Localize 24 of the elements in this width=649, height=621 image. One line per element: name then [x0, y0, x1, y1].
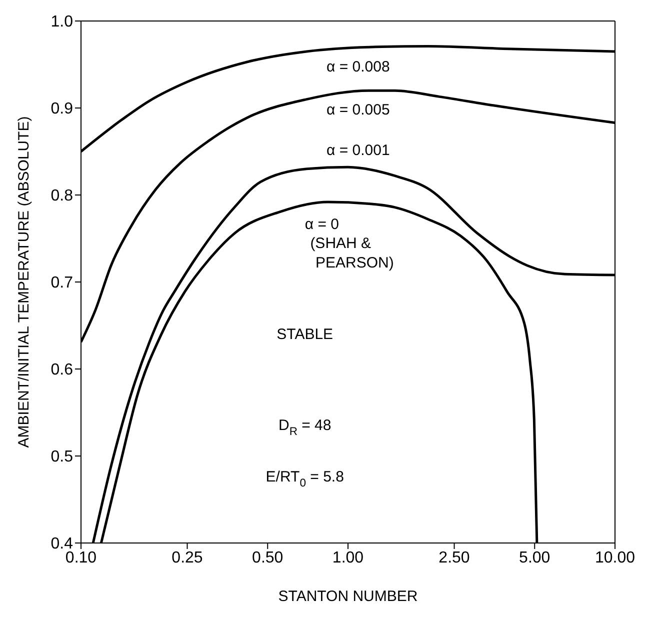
x-tick-label: 0.10 [65, 549, 97, 566]
annotation: PEARSON) [316, 254, 394, 272]
annotation: (SHAH & [310, 235, 372, 252]
annotation: α = 0.008 [326, 58, 390, 76]
y-tick-label: 1.0 [50, 14, 74, 31]
annotation: D$_{R}$ = 48 [278, 416, 332, 438]
annotation: α = 0.005 [326, 101, 390, 118]
annotation: α = 0.001 [326, 142, 390, 159]
x-tick-label: 10.00 [594, 549, 636, 566]
x-tick-label: 0.25 [172, 549, 203, 566]
x-tick-label: 0.50 [252, 549, 284, 566]
x-tick-label: 1.00 [332, 549, 364, 566]
x-tick-label: 2.50 [438, 549, 470, 566]
y-tick-label: 0.8 [50, 188, 74, 205]
y-tick-label: 0.5 [50, 448, 74, 466]
x-axis-title: STANTON NUMBER [278, 588, 418, 605]
x-tick-label: 5.00 [519, 549, 550, 566]
annotation: E/RT$_{0}$ = 5.8 [266, 468, 344, 490]
annotation: α = 0 [304, 216, 339, 233]
annotation: STABLE [276, 326, 334, 343]
y-tick-label: 0.6 [50, 362, 74, 379]
y-tick-label: 0.9 [50, 100, 74, 118]
y-tick-label: 0.7 [50, 274, 74, 292]
y-axis-title: AMBIENT/INITIAL TEMPERATURE (ABSOLUTE) [15, 116, 32, 448]
